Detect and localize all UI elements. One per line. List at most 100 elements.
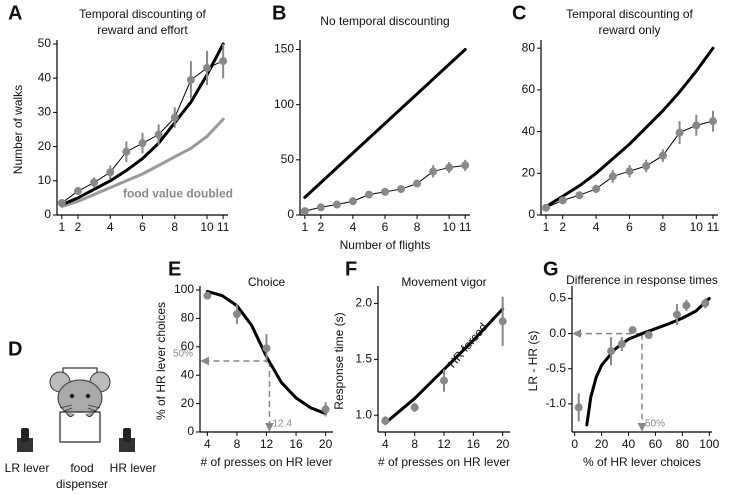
y-axis-label: % of HR lever choices	[154, 302, 168, 420]
lever	[123, 428, 131, 442]
x-tick-label: 4	[204, 437, 211, 451]
x-tick-label: 11	[217, 220, 230, 234]
x-tick-label: 10	[690, 220, 704, 234]
panel-title: reward only	[598, 23, 660, 37]
reference-label: 12.4	[272, 419, 292, 430]
data-point	[364, 190, 373, 199]
data-point	[708, 117, 717, 126]
lever	[21, 428, 29, 442]
annotation: food value doubled	[123, 187, 233, 201]
data-point	[558, 196, 567, 205]
x-tick-label: 60	[649, 437, 663, 451]
y-tick-label: 80	[181, 311, 195, 325]
y-tick-label: -1.0	[545, 396, 566, 410]
y-tick-label: 1.5	[355, 351, 372, 365]
y-tick-label: 60	[522, 82, 536, 96]
lever-label: LR lever	[5, 461, 50, 475]
y-tick-label: 50	[38, 36, 52, 50]
x-tick-label: 11	[459, 220, 472, 234]
panel-title: Temporal discounting of	[566, 7, 693, 21]
panel-title: Difference in response times	[566, 273, 718, 287]
y-tick-label: 2.0	[355, 296, 372, 310]
model-curve	[303, 48, 467, 199]
data-point	[300, 207, 309, 216]
y-tick-label: 20	[522, 165, 536, 179]
x-tick-label: 11	[707, 220, 720, 234]
x-tick-label: 2	[318, 220, 325, 234]
y-tick-label: 40	[181, 367, 195, 381]
y-tick-label: 20	[181, 396, 195, 410]
lever-base	[17, 438, 33, 452]
x-tick-label: 20	[496, 437, 510, 451]
y-tick-label: 0.0	[549, 326, 566, 340]
data-point	[381, 416, 390, 425]
data-point	[348, 197, 357, 206]
dispenser-box	[59, 411, 101, 443]
x-tick-label: 6	[382, 220, 389, 234]
data-point	[644, 330, 653, 339]
x-tick-label: 8	[234, 437, 241, 451]
panel-title: No temporal discounting	[320, 14, 449, 28]
mouse-whiskers	[59, 404, 101, 414]
data-point	[675, 128, 684, 137]
x-tick-label: 20	[595, 437, 609, 451]
mouse-paws	[65, 411, 95, 418]
y-tick-label: 80	[522, 40, 536, 54]
model-curve	[544, 46, 715, 209]
data-point	[203, 63, 212, 72]
x-tick-label: 1	[301, 220, 308, 234]
model-curve	[60, 42, 225, 207]
data-point	[461, 161, 470, 170]
x-tick-label: 6	[626, 220, 633, 234]
panel-letter: E	[168, 258, 181, 280]
data-point	[682, 301, 691, 310]
data-point	[429, 167, 438, 176]
data-point	[203, 291, 212, 300]
data-point	[628, 326, 637, 335]
data-point	[410, 403, 419, 412]
data-point	[262, 344, 271, 353]
data-point	[625, 167, 634, 176]
data-point	[592, 184, 601, 193]
x-tick-label: 1	[58, 220, 65, 234]
y-axis-label: Response time (s)	[332, 312, 346, 409]
panel-letter: A	[8, 2, 22, 24]
x-tick-label: 16	[467, 437, 481, 451]
y-tick-label: 60	[181, 339, 195, 353]
data-point	[608, 172, 617, 181]
data-point	[332, 200, 341, 209]
mouse-eye	[85, 393, 91, 399]
x-tick-label: 40	[622, 437, 636, 451]
panel-letter: F	[345, 258, 357, 280]
data-point	[170, 113, 179, 122]
y-tick-label: 40	[522, 124, 536, 138]
x-tick-label: 2	[75, 220, 82, 234]
x-tick-label: 80	[676, 437, 690, 451]
dispenser-label: food	[70, 461, 93, 475]
x-tick-label: 10	[200, 220, 214, 234]
diagram-d: D LR lever food dispenser HR lever	[5, 338, 157, 491]
y-tick-label: 100	[174, 282, 194, 296]
panel-title: reward and effort	[97, 23, 188, 37]
x-tick-label: 6	[139, 220, 146, 234]
model-curve	[585, 296, 711, 427]
reference-label: 50%	[173, 349, 193, 360]
data-point	[397, 185, 406, 194]
data-line	[545, 120, 714, 209]
annotation: HR forced	[445, 320, 490, 370]
mouse-eye	[69, 393, 75, 399]
y-tick-label: 1.0	[355, 407, 372, 421]
y-axis-label: Number of walks	[11, 85, 25, 174]
data-point	[73, 187, 82, 196]
x-tick-label: 4	[350, 220, 357, 234]
data-point	[692, 121, 701, 130]
panel-title: Temporal discounting of	[79, 7, 206, 21]
y-tick-label: 50	[281, 152, 295, 166]
data-point	[673, 310, 681, 319]
panel-letter: B	[272, 2, 286, 24]
y-tick-label: 0	[528, 207, 535, 221]
data-point	[445, 163, 454, 172]
panel-letter: G	[543, 258, 559, 280]
x-tick-label: 4	[593, 220, 600, 234]
data-point	[607, 347, 616, 356]
